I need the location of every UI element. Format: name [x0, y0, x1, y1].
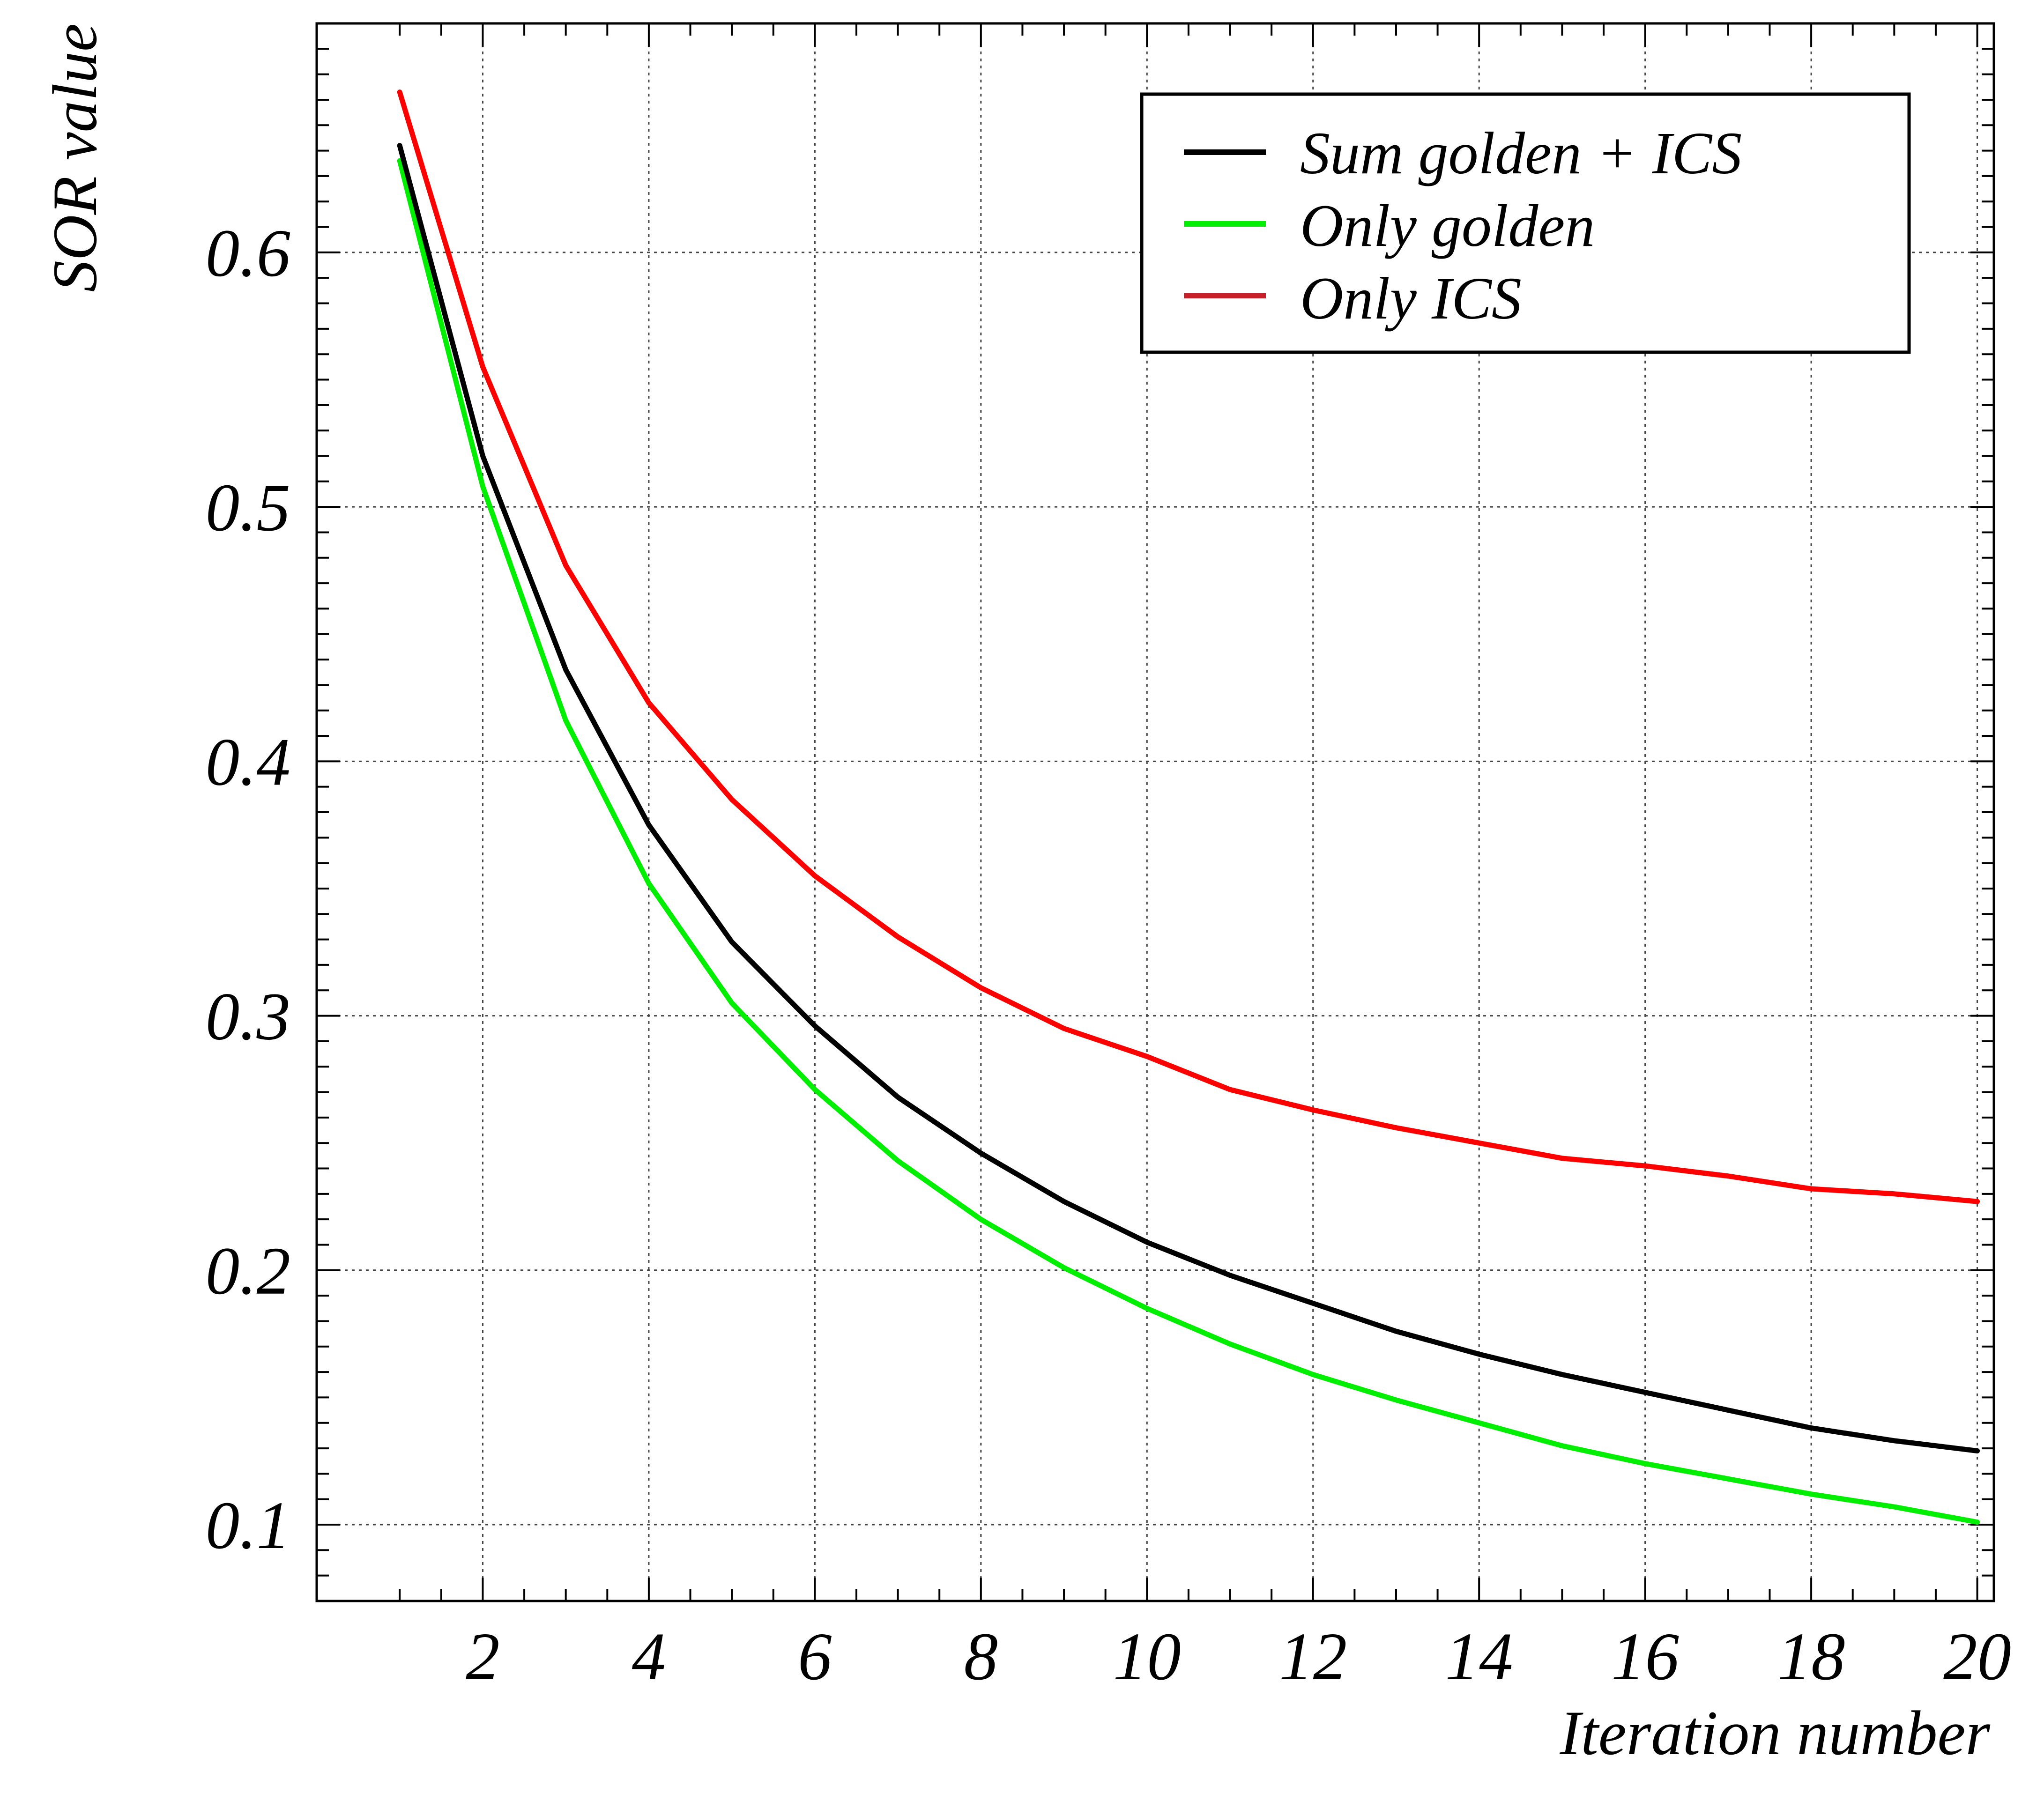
- y-tick-label: 0.3: [206, 979, 290, 1054]
- y-tick-labels: 0.1 0.2 0.3 0.4 0.5 0.6: [206, 216, 290, 1563]
- x-tick-label: 12: [1279, 1619, 1347, 1694]
- y-axis-title: SOR value: [40, 23, 110, 292]
- y-tick-label: 0.1: [206, 1488, 290, 1563]
- x-tick-label: 6: [798, 1619, 832, 1694]
- x-tick-label: 14: [1445, 1619, 1513, 1694]
- series-line-golden: [397, 158, 1980, 1525]
- x-axis-title: Iteration number: [1559, 1698, 1990, 1768]
- y-tick-label: 0.4: [206, 725, 290, 800]
- x-tick-label: 8: [964, 1619, 998, 1694]
- legend-label-golden: Only golden: [1300, 193, 1595, 259]
- y-tick-label: 0.6: [206, 216, 290, 291]
- series-line-sum: [397, 143, 1980, 1453]
- series-lines: [397, 89, 1980, 1525]
- x-tick-label: 16: [1611, 1619, 1679, 1694]
- series-line-ics: [397, 89, 1980, 1204]
- x-tick-label: 18: [1777, 1619, 1845, 1694]
- x-tick-label: 10: [1113, 1619, 1181, 1694]
- legend: Sum golden + ICS Only golden Only ICS: [1140, 92, 1911, 354]
- x-tick-labels: 2 4 6 8 10 12 14 16 18 20: [466, 1619, 2011, 1694]
- minor-ticks: [317, 23, 1994, 1601]
- x-tick-label: 20: [1943, 1619, 2011, 1694]
- x-tick-label: 4: [632, 1619, 666, 1694]
- legend-label-sum: Sum golden + ICS: [1300, 120, 1742, 186]
- legend-label-ics: Only ICS: [1300, 265, 1522, 332]
- y-tick-label: 0.5: [206, 470, 290, 545]
- x-tick-label: 2: [466, 1619, 500, 1694]
- y-tick-label: 0.2: [206, 1234, 290, 1309]
- plot-frame: [315, 22, 1995, 1602]
- legend-box: [1140, 92, 1911, 354]
